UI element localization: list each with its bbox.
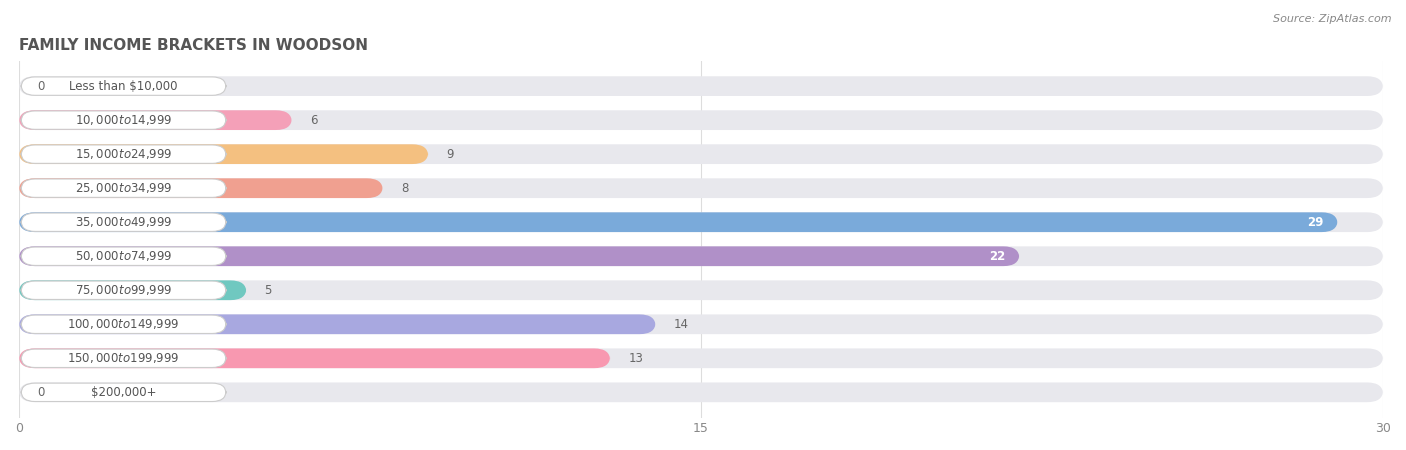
Text: $15,000 to $24,999: $15,000 to $24,999 [75,147,173,161]
FancyBboxPatch shape [21,349,226,368]
Text: $35,000 to $49,999: $35,000 to $49,999 [75,215,173,229]
FancyBboxPatch shape [20,280,246,300]
Text: 6: 6 [309,114,318,126]
Text: Source: ZipAtlas.com: Source: ZipAtlas.com [1274,14,1392,23]
Text: $25,000 to $34,999: $25,000 to $34,999 [75,181,173,195]
Text: Less than $10,000: Less than $10,000 [69,80,177,93]
Text: 0: 0 [37,80,45,93]
FancyBboxPatch shape [20,382,1384,402]
FancyBboxPatch shape [20,348,610,368]
Text: 5: 5 [264,284,271,297]
Text: FAMILY INCOME BRACKETS IN WOODSON: FAMILY INCOME BRACKETS IN WOODSON [20,37,368,53]
FancyBboxPatch shape [20,144,429,164]
FancyBboxPatch shape [21,179,226,198]
FancyBboxPatch shape [21,145,226,163]
FancyBboxPatch shape [20,246,1019,266]
FancyBboxPatch shape [20,280,1384,300]
FancyBboxPatch shape [21,315,226,333]
FancyBboxPatch shape [20,212,1384,232]
Text: $10,000 to $14,999: $10,000 to $14,999 [75,113,173,127]
FancyBboxPatch shape [21,383,226,401]
FancyBboxPatch shape [20,212,1337,232]
FancyBboxPatch shape [20,178,382,198]
FancyBboxPatch shape [20,315,655,334]
FancyBboxPatch shape [20,76,1384,96]
Text: 14: 14 [673,318,689,331]
Text: $50,000 to $74,999: $50,000 to $74,999 [75,249,173,263]
Text: $75,000 to $99,999: $75,000 to $99,999 [75,283,173,297]
Text: $100,000 to $149,999: $100,000 to $149,999 [67,317,180,331]
FancyBboxPatch shape [20,348,1384,368]
FancyBboxPatch shape [20,246,1384,266]
FancyBboxPatch shape [21,247,226,266]
FancyBboxPatch shape [21,213,226,231]
FancyBboxPatch shape [21,281,226,299]
Text: 22: 22 [990,250,1005,263]
FancyBboxPatch shape [21,111,226,129]
FancyBboxPatch shape [20,110,292,130]
Text: $200,000+: $200,000+ [91,386,156,399]
Text: 29: 29 [1308,216,1324,229]
Text: 0: 0 [37,386,45,399]
FancyBboxPatch shape [20,178,1384,198]
Text: 8: 8 [401,182,408,195]
FancyBboxPatch shape [21,77,226,95]
Text: 9: 9 [447,148,454,161]
FancyBboxPatch shape [20,110,1384,130]
FancyBboxPatch shape [20,144,1384,164]
Text: 13: 13 [628,352,643,365]
FancyBboxPatch shape [20,315,1384,334]
Text: $150,000 to $199,999: $150,000 to $199,999 [67,351,180,365]
